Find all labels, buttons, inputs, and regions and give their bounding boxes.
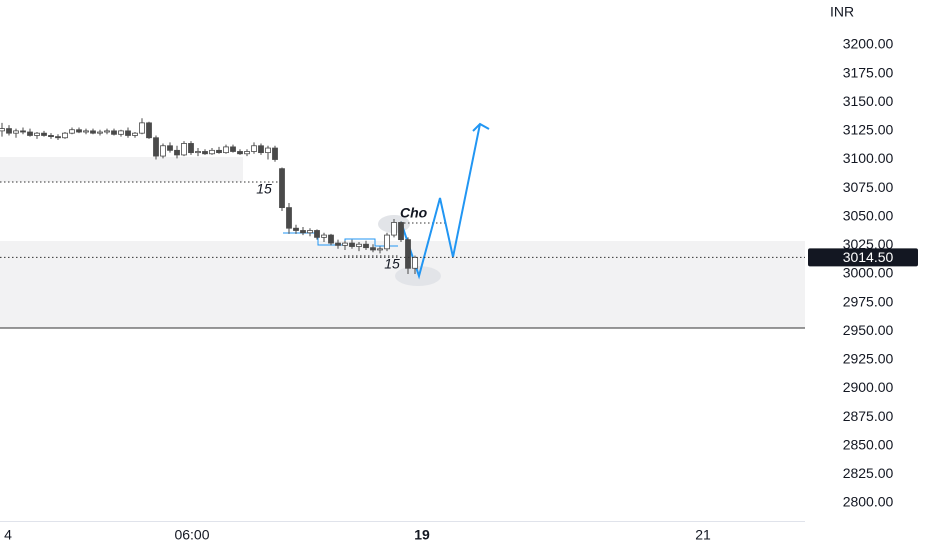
x-tick-label: 21 (695, 527, 711, 543)
candle-body (125, 130, 131, 136)
candle-body (244, 151, 250, 155)
candle-body (272, 147, 278, 160)
zone (0, 157, 243, 182)
annotation: 15 (256, 181, 272, 197)
candle-body (41, 132, 47, 136)
candle-body (370, 247, 376, 251)
candle-body (97, 131, 103, 134)
candle-body (195, 151, 201, 154)
x-tick-label: 06:00 (174, 527, 209, 543)
candle-body (384, 234, 390, 250)
x-tick-label: 4 (4, 527, 12, 543)
candle-body (230, 146, 236, 152)
candle-body (13, 130, 19, 134)
candle-body (265, 147, 271, 154)
candle-body (293, 227, 299, 231)
candle-body (34, 132, 40, 136)
candle-body (377, 248, 383, 251)
candle-body (153, 137, 159, 157)
candle-body (0, 128, 5, 132)
candle-body (188, 143, 194, 154)
y-tick-label: 3025.00 (843, 236, 894, 252)
candle-body (223, 146, 229, 154)
candle-body (76, 129, 82, 133)
candle-body (209, 149, 215, 155)
last-price-box (808, 248, 918, 267)
y-tick-label: 2925.00 (843, 351, 894, 367)
candle-body (104, 130, 110, 133)
y-tick-label: 2850.00 (843, 436, 894, 452)
time-axis-line (0, 521, 805, 522)
zone (0, 241, 805, 328)
candle-body (202, 151, 208, 155)
candle-body (412, 256, 418, 269)
y-tick-label: 3125.00 (843, 122, 894, 138)
currency-label: INR (830, 4, 854, 20)
y-tick-label: 2825.00 (843, 465, 894, 481)
candle-body (48, 135, 54, 138)
candle-body (55, 136, 61, 139)
candle-body (405, 239, 411, 269)
annotation: 15 (384, 256, 400, 272)
candle-body (118, 130, 124, 135)
candle-body (146, 122, 152, 139)
candle-body (62, 132, 68, 139)
y-tick-label: 3050.00 (843, 207, 894, 223)
candle-body (132, 132, 138, 136)
y-tick-label: 2875.00 (843, 408, 894, 424)
candle-body (356, 243, 362, 247)
candle-body (27, 131, 33, 136)
candle-body (167, 145, 173, 151)
candle-body (398, 222, 404, 241)
candle-body (307, 230, 313, 234)
candle-body (216, 149, 222, 154)
candle-body (349, 242, 355, 247)
candle-body (300, 230, 306, 234)
candle-body (258, 145, 264, 154)
candle-body (286, 207, 292, 229)
y-tick-label: 2900.00 (843, 379, 894, 395)
projection-arrow (472, 122, 490, 132)
annotation: Cho (400, 205, 428, 221)
candle-body (111, 130, 117, 135)
candle-body (139, 122, 145, 134)
candle-body (335, 242, 341, 246)
y-tick-label: 3200.00 (843, 36, 894, 52)
candle-body (6, 128, 12, 134)
y-tick-label: 2950.00 (843, 322, 894, 338)
candle-body (391, 222, 397, 236)
candle-body (83, 130, 89, 133)
y-tick-label: 3075.00 (843, 179, 894, 195)
y-tick-label: 3175.00 (843, 64, 894, 80)
candle-body (69, 129, 75, 134)
y-tick-label: 2800.00 (843, 494, 894, 510)
y-tick-label: 2975.00 (843, 293, 894, 309)
candle-body (251, 145, 257, 152)
candle-body (321, 234, 327, 238)
candle-body (237, 151, 243, 155)
candle-body (90, 130, 96, 134)
candle-body (363, 243, 369, 249)
x-tick-label: 19 (414, 527, 430, 543)
candle-body (328, 234, 334, 244)
candle-body (20, 130, 26, 133)
candle-body (160, 145, 166, 157)
candle-body (279, 168, 285, 208)
last-price-label: 3014.50 (843, 249, 894, 265)
candle-body (181, 143, 187, 156)
candle-body (342, 242, 348, 246)
y-tick-label: 3100.00 (843, 150, 894, 166)
y-tick-label: 3150.00 (843, 93, 894, 109)
y-tick-label: 3000.00 (843, 265, 894, 281)
candle-body (174, 149, 180, 156)
candle-body (314, 230, 320, 238)
